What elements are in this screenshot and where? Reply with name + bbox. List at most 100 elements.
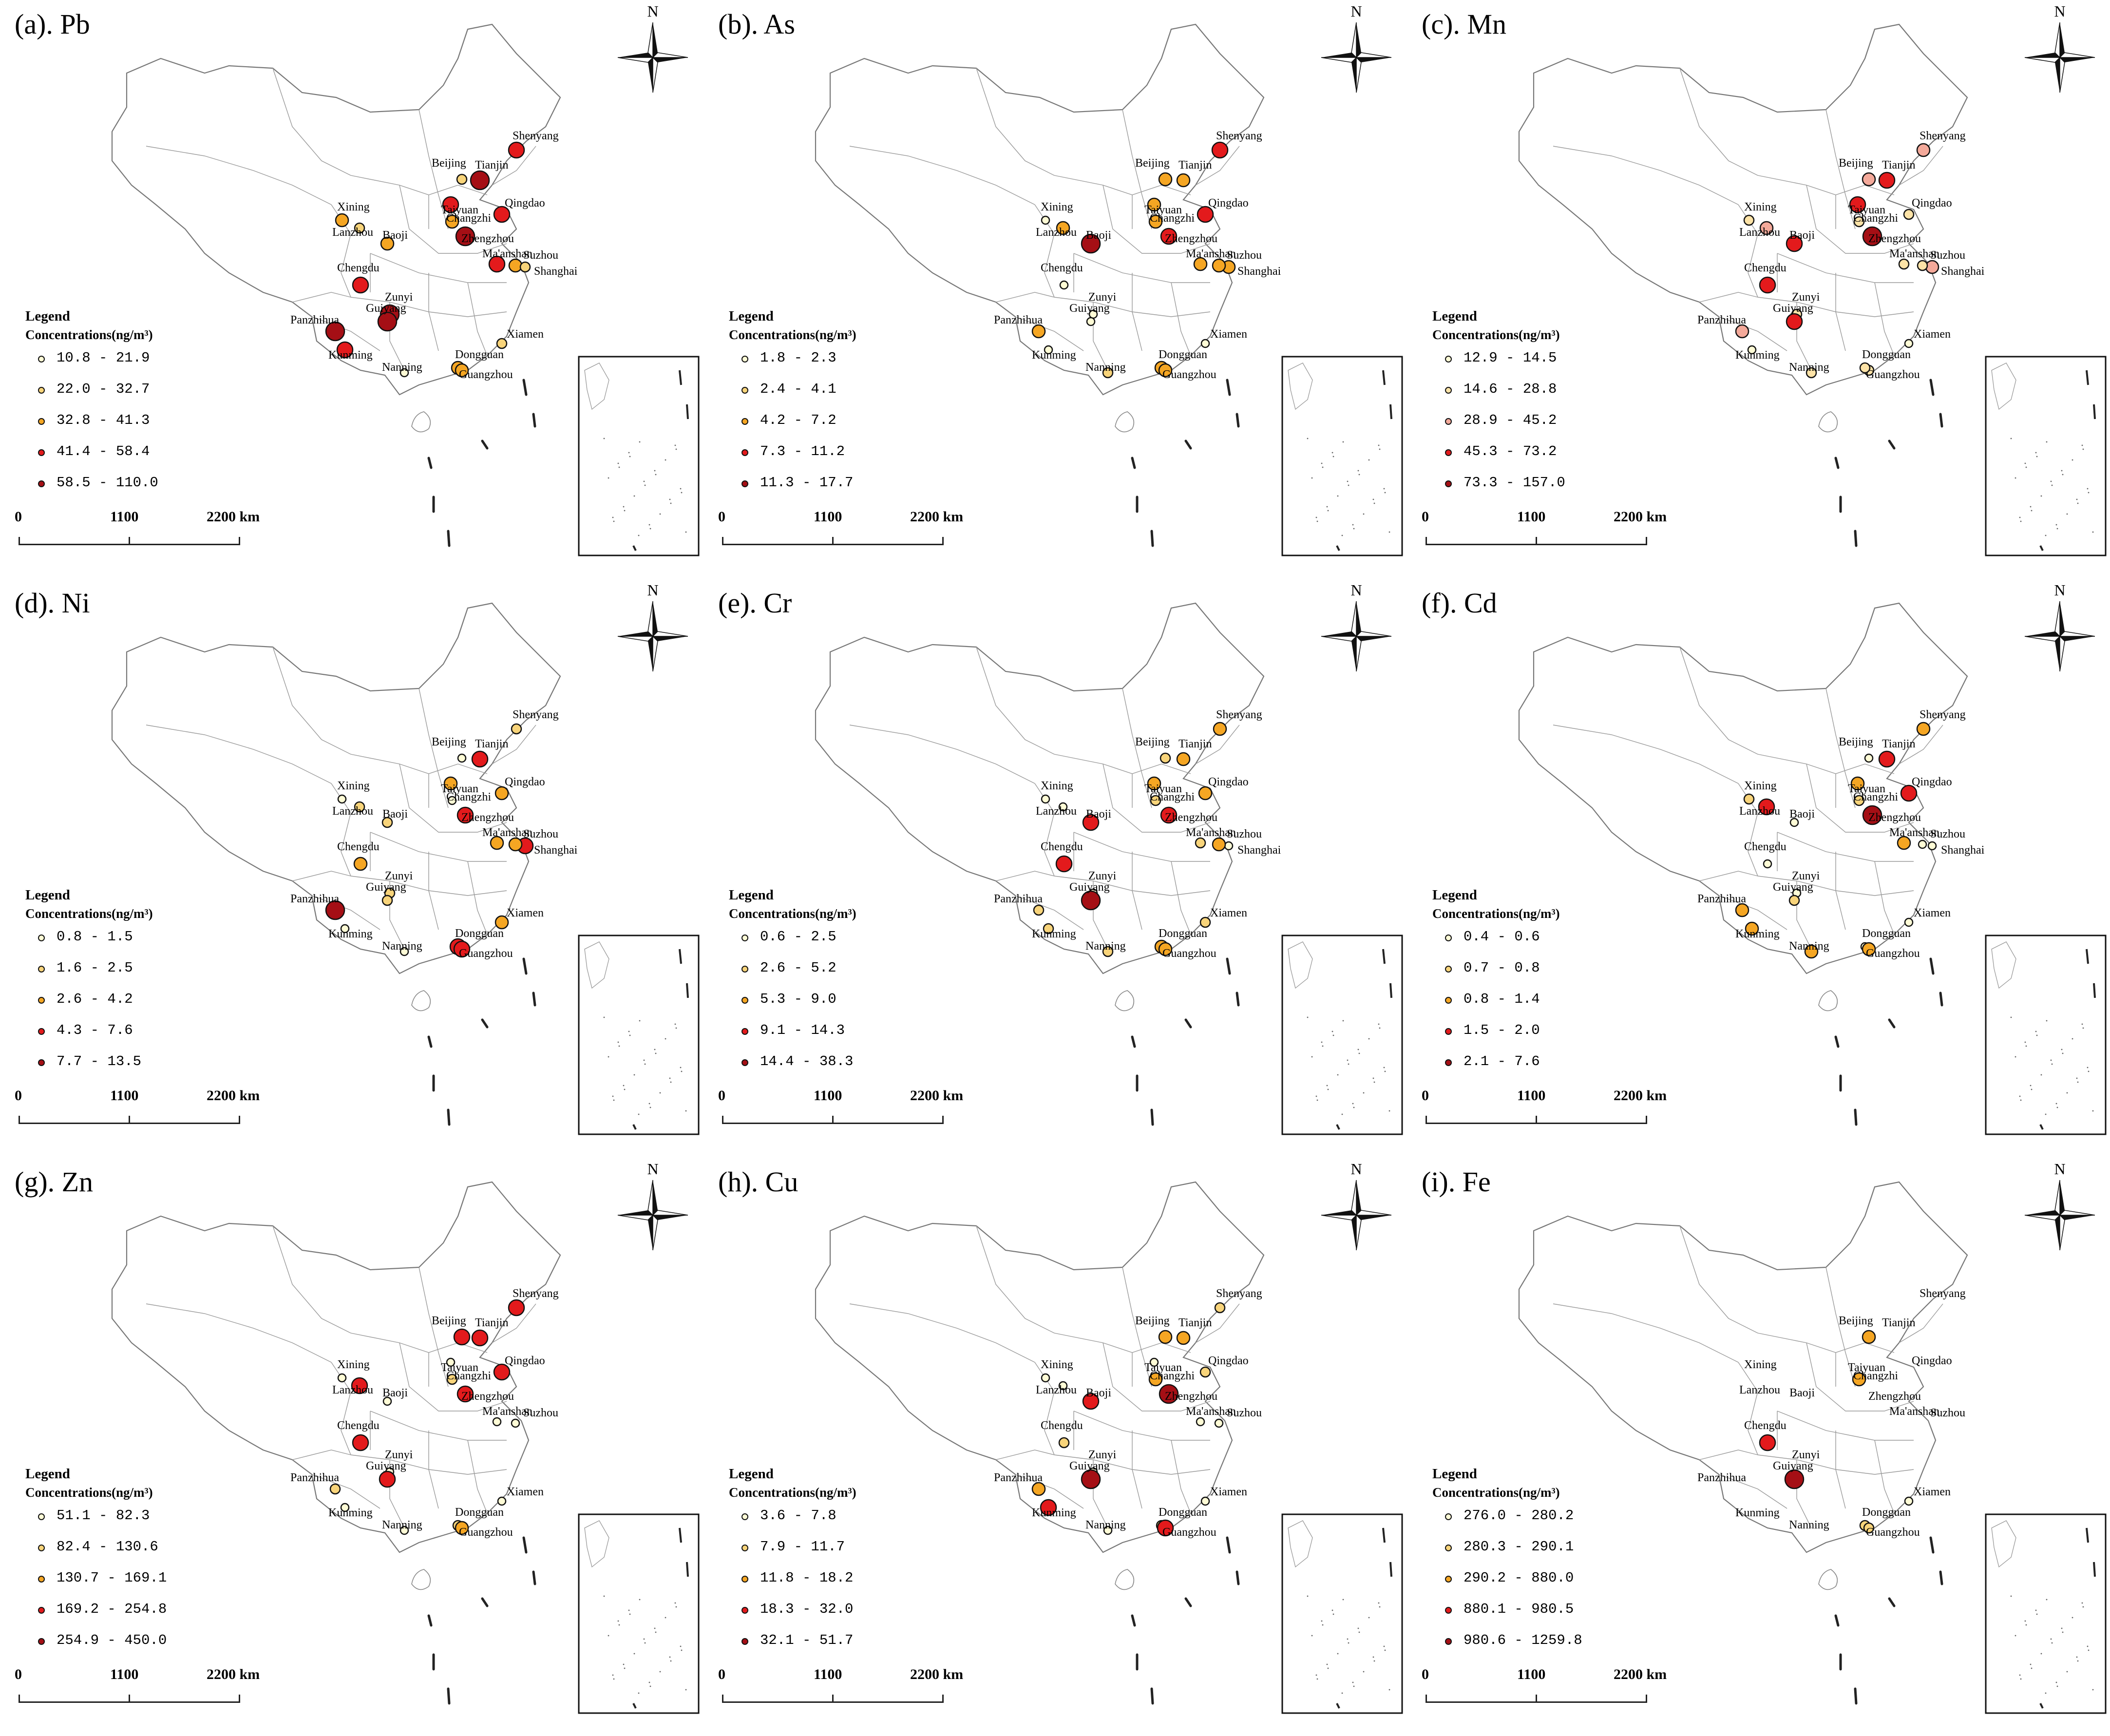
city-marker (1863, 1522, 1875, 1534)
legend-item: 14.6 - 28.8 (1432, 378, 1560, 409)
legend-swatch-icon (1445, 449, 1452, 456)
province-boundary (1122, 1267, 1152, 1387)
north-arrow-icon: N (617, 581, 688, 672)
city-label: Xining (1744, 201, 1777, 213)
city-marker (446, 1374, 458, 1385)
province-boundary (1553, 1303, 1739, 1363)
city-label: Shanghai (1941, 265, 1985, 278)
city-label: Lanzhou (332, 226, 373, 239)
legend-item: 0.6 - 2.5 (729, 926, 856, 957)
scale-label: 1100 (110, 1087, 139, 1104)
panel-title: (g). Zn (15, 1166, 94, 1198)
legend-swatch-icon (1445, 1028, 1452, 1035)
sea-boundary-dash (427, 1614, 433, 1627)
province-boundary (428, 273, 439, 351)
city-marker (1147, 197, 1161, 212)
sea-boundary-dash (1131, 1614, 1136, 1627)
province-boundary (1679, 647, 1758, 755)
province-boundary (1899, 725, 1943, 764)
legend-subtitle: Concentrations(ng/m³) (729, 327, 856, 342)
city-label: Zunyi (1792, 1449, 1820, 1461)
city-label: Nanning (1085, 940, 1126, 953)
province-boundary (467, 861, 488, 935)
north-label: N (2054, 581, 2065, 599)
city-marker (1058, 1381, 1068, 1391)
province-boundary (995, 1450, 1055, 1460)
city-marker (1041, 1373, 1050, 1383)
legend-item: 7.3 - 11.2 (729, 440, 856, 472)
legend-item: 276.0 - 280.2 (1432, 1505, 1574, 1536)
city-marker (496, 338, 508, 349)
city-label: Kunming (328, 1507, 373, 1519)
city-label: Shenyang (1216, 708, 1262, 721)
south-china-sea-inset (578, 935, 700, 1135)
city-marker (1918, 839, 1927, 849)
scale-line (1426, 1701, 1647, 1703)
city-marker (1925, 260, 1939, 274)
scale-label: 2200 km (207, 1087, 260, 1104)
hainan-island (1818, 1569, 1838, 1590)
province-boundary (1718, 895, 1787, 930)
city-label: Guiyang (1773, 1460, 1813, 1472)
city-label: Nanning (382, 1519, 422, 1531)
province-boundary (1835, 1431, 1846, 1509)
hainan-island (411, 411, 431, 433)
city-label: Qingdao (1208, 1354, 1249, 1367)
city-marker (1159, 1384, 1179, 1404)
map-svg: N Shenyang Beijing Tianjin Taiyuan Qingdao Cha… (111, 581, 700, 1135)
city-label: Kunming (1735, 1507, 1780, 1519)
city-label: Dongguan (1159, 1506, 1207, 1519)
legend-swatch-icon (741, 1513, 748, 1520)
city-marker (1743, 793, 1755, 805)
province-boundary (1806, 1342, 1914, 1412)
scale-label: 0 (718, 1087, 725, 1104)
legend: Legend Concentrations(ng/m³) 0.4 - 0.6 0.7 … (1432, 886, 1560, 1082)
city-marker (1758, 798, 1775, 816)
city-marker (1196, 1417, 1205, 1427)
legend-title: Legend (1432, 1466, 1477, 1482)
city-label: Shenyang (513, 130, 559, 142)
province-boundary (350, 175, 458, 195)
map-panel: N Shenyang Beijing Tianjin Taiyuan Qingdao Cha… (0, 579, 703, 1157)
city-marker (1176, 752, 1191, 766)
city-label: Chengdu (337, 262, 380, 274)
sea-boundary-dash (447, 1687, 451, 1705)
city-marker (1086, 317, 1096, 326)
city-label: Tianjin (1882, 1316, 1915, 1329)
city-marker (337, 794, 347, 804)
province-boundary (370, 832, 507, 862)
city-marker (1081, 233, 1101, 254)
scale-tick (129, 537, 130, 544)
city-label: Shenyang (1920, 1287, 1966, 1300)
scale-tick (832, 1695, 834, 1702)
city-marker (1081, 1469, 1101, 1489)
city-marker (1806, 367, 1817, 379)
city-marker (354, 222, 365, 234)
province-boundary (418, 688, 449, 808)
city-marker (1898, 258, 1910, 270)
province-boundary (311, 895, 380, 930)
city-marker (492, 1417, 502, 1427)
city-label: Dongguan (455, 927, 504, 940)
legend-item: 7.7 - 13.5 (25, 1050, 153, 1082)
legend-item: 0.8 - 1.4 (1432, 988, 1560, 1019)
legend-swatch-icon (1445, 1576, 1452, 1583)
city-label: Baoji (1086, 229, 1111, 242)
sea-boundary-dash (1888, 1018, 1896, 1029)
city-marker (399, 1526, 409, 1535)
city-marker (1148, 214, 1163, 229)
city-marker (381, 817, 393, 828)
city-label: Changzhi (1853, 1370, 1898, 1382)
north-arrow-icon: N (2024, 581, 2095, 672)
city-label: Guiyang (1069, 302, 1110, 315)
legend-item: 73.3 - 157.0 (1432, 472, 1565, 503)
legend-swatch-icon (741, 387, 748, 394)
scale-label: 1100 (1517, 1087, 1546, 1104)
city-label: Guiyang (366, 302, 406, 315)
province-boundary (849, 1303, 1035, 1363)
province-boundary (1864, 185, 1895, 195)
legend-item: 290.2 - 880.0 (1432, 1567, 1574, 1598)
map-panel: N Shenyang Beijing Tianjin Taiyuan Qingdao Cha… (1407, 0, 2110, 578)
province-boundary (849, 725, 1035, 784)
map-svg: N Shenyang Beijing Tianjin Taiyuan Qingdao Cha… (815, 2, 1403, 556)
